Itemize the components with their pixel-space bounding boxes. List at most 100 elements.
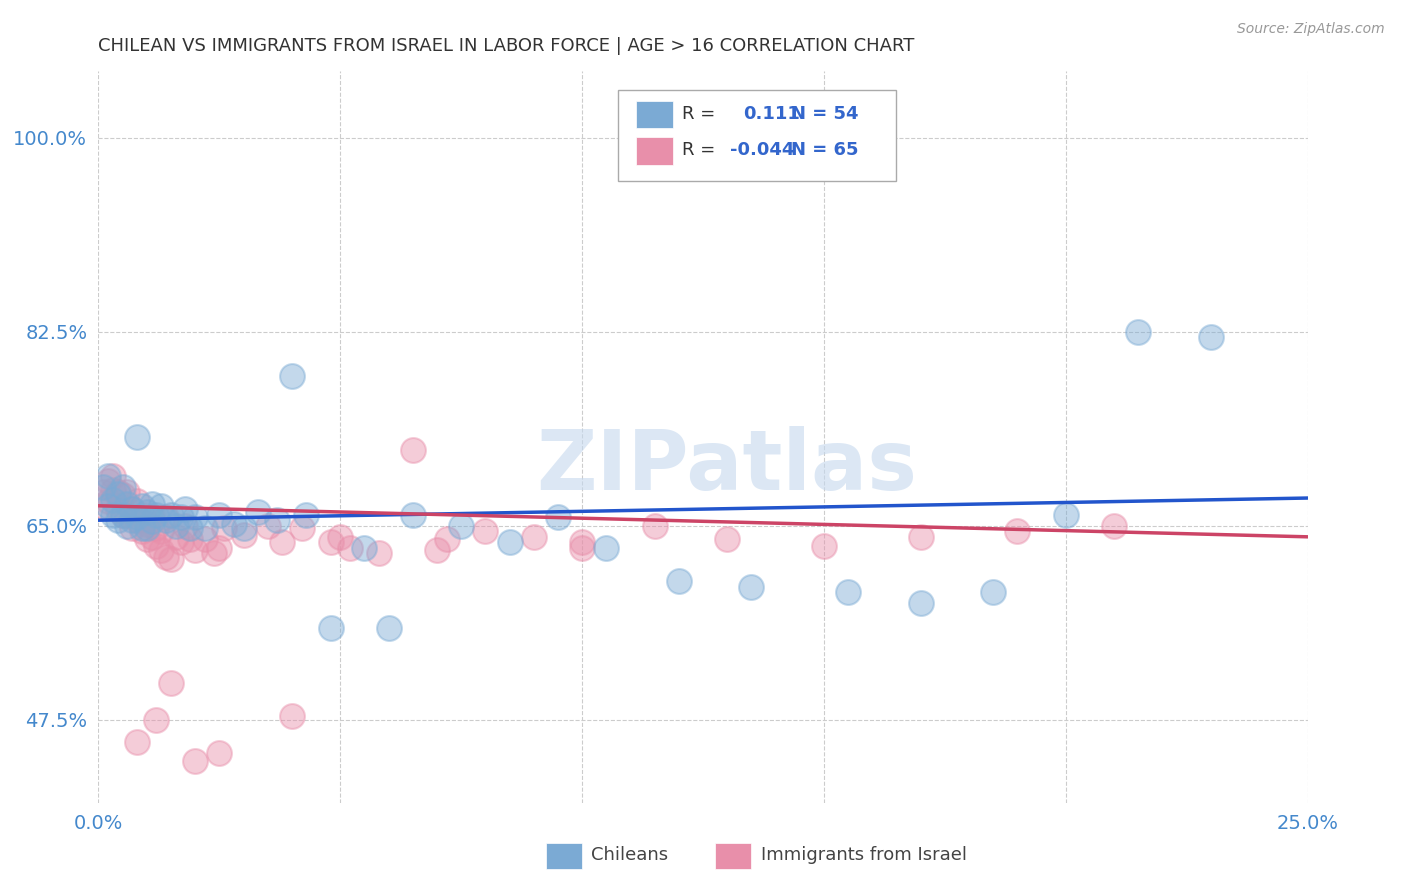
- Point: [155, 513, 177, 527]
- Point: [184, 509, 207, 524]
- Point: [813, 539, 835, 553]
- Point: [377, 621, 399, 635]
- Point: [101, 483, 124, 498]
- Point: [837, 585, 859, 599]
- Point: [117, 485, 139, 500]
- Point: [135, 532, 157, 546]
- Point: [111, 508, 134, 522]
- Point: [131, 499, 153, 513]
- Point: [150, 499, 173, 513]
- Point: [1199, 330, 1222, 344]
- Point: [101, 493, 124, 508]
- FancyBboxPatch shape: [619, 90, 897, 181]
- Point: [141, 509, 163, 524]
- Text: N = 65: N = 65: [792, 141, 859, 160]
- Point: [117, 497, 139, 511]
- Point: [571, 535, 593, 549]
- Point: [247, 505, 270, 519]
- Point: [160, 676, 183, 690]
- Point: [169, 535, 191, 549]
- Point: [402, 508, 425, 522]
- Point: [281, 369, 304, 384]
- Point: [474, 524, 496, 539]
- Point: [145, 713, 167, 727]
- Point: [184, 754, 207, 768]
- Point: [131, 524, 153, 539]
- Point: [141, 497, 163, 511]
- Point: [121, 502, 143, 516]
- Point: [150, 524, 173, 539]
- Point: [295, 508, 318, 522]
- Point: [208, 508, 231, 522]
- Point: [1054, 508, 1077, 522]
- Point: [145, 521, 167, 535]
- Point: [111, 480, 134, 494]
- Text: CHILEAN VS IMMIGRANTS FROM ISRAEL IN LABOR FORCE | AGE > 16 CORRELATION CHART: CHILEAN VS IMMIGRANTS FROM ISRAEL IN LAB…: [98, 37, 915, 54]
- Point: [290, 521, 312, 535]
- Point: [127, 430, 149, 444]
- Point: [402, 443, 425, 458]
- Point: [194, 521, 217, 535]
- Text: N = 54: N = 54: [792, 104, 859, 123]
- Point: [101, 508, 124, 522]
- Point: [523, 530, 546, 544]
- Text: Immigrants from Israel: Immigrants from Israel: [761, 847, 967, 864]
- Point: [131, 521, 153, 535]
- Point: [668, 574, 690, 589]
- Point: [644, 518, 666, 533]
- Point: [194, 532, 217, 546]
- Point: [208, 746, 231, 760]
- Point: [174, 518, 197, 533]
- Point: [127, 513, 149, 527]
- Point: [910, 596, 932, 610]
- Point: [111, 488, 134, 502]
- Point: [101, 468, 124, 483]
- Point: [107, 513, 129, 527]
- Point: [127, 494, 149, 508]
- Point: [232, 527, 254, 541]
- Point: [498, 535, 520, 549]
- Point: [107, 486, 129, 500]
- Point: [256, 518, 278, 533]
- Point: [436, 532, 458, 546]
- Point: [107, 502, 129, 516]
- Point: [121, 513, 143, 527]
- Point: [174, 502, 197, 516]
- FancyBboxPatch shape: [716, 843, 751, 869]
- Point: [141, 514, 163, 528]
- Point: [740, 580, 762, 594]
- Point: [184, 543, 207, 558]
- Point: [368, 546, 391, 560]
- Point: [319, 621, 342, 635]
- Point: [135, 521, 157, 535]
- Point: [595, 541, 617, 555]
- Point: [981, 585, 1004, 599]
- Point: [169, 509, 191, 524]
- Point: [145, 539, 167, 553]
- Point: [141, 530, 163, 544]
- Point: [319, 535, 342, 549]
- Point: [160, 552, 183, 566]
- Point: [281, 709, 304, 723]
- Point: [910, 530, 932, 544]
- Point: [266, 513, 288, 527]
- Point: [145, 508, 167, 522]
- Point: [127, 735, 149, 749]
- Point: [91, 499, 114, 513]
- Point: [179, 532, 201, 546]
- Point: [117, 508, 139, 522]
- Point: [135, 505, 157, 519]
- Point: [107, 485, 129, 500]
- Text: R =: R =: [682, 141, 721, 160]
- Point: [121, 502, 143, 516]
- Text: Chileans: Chileans: [591, 847, 668, 864]
- Text: ZIPatlas: ZIPatlas: [537, 425, 918, 507]
- Point: [155, 549, 177, 564]
- Point: [571, 541, 593, 555]
- Point: [339, 541, 361, 555]
- Point: [222, 516, 245, 531]
- Point: [117, 518, 139, 533]
- Point: [150, 543, 173, 558]
- FancyBboxPatch shape: [546, 843, 582, 869]
- Point: [91, 485, 114, 500]
